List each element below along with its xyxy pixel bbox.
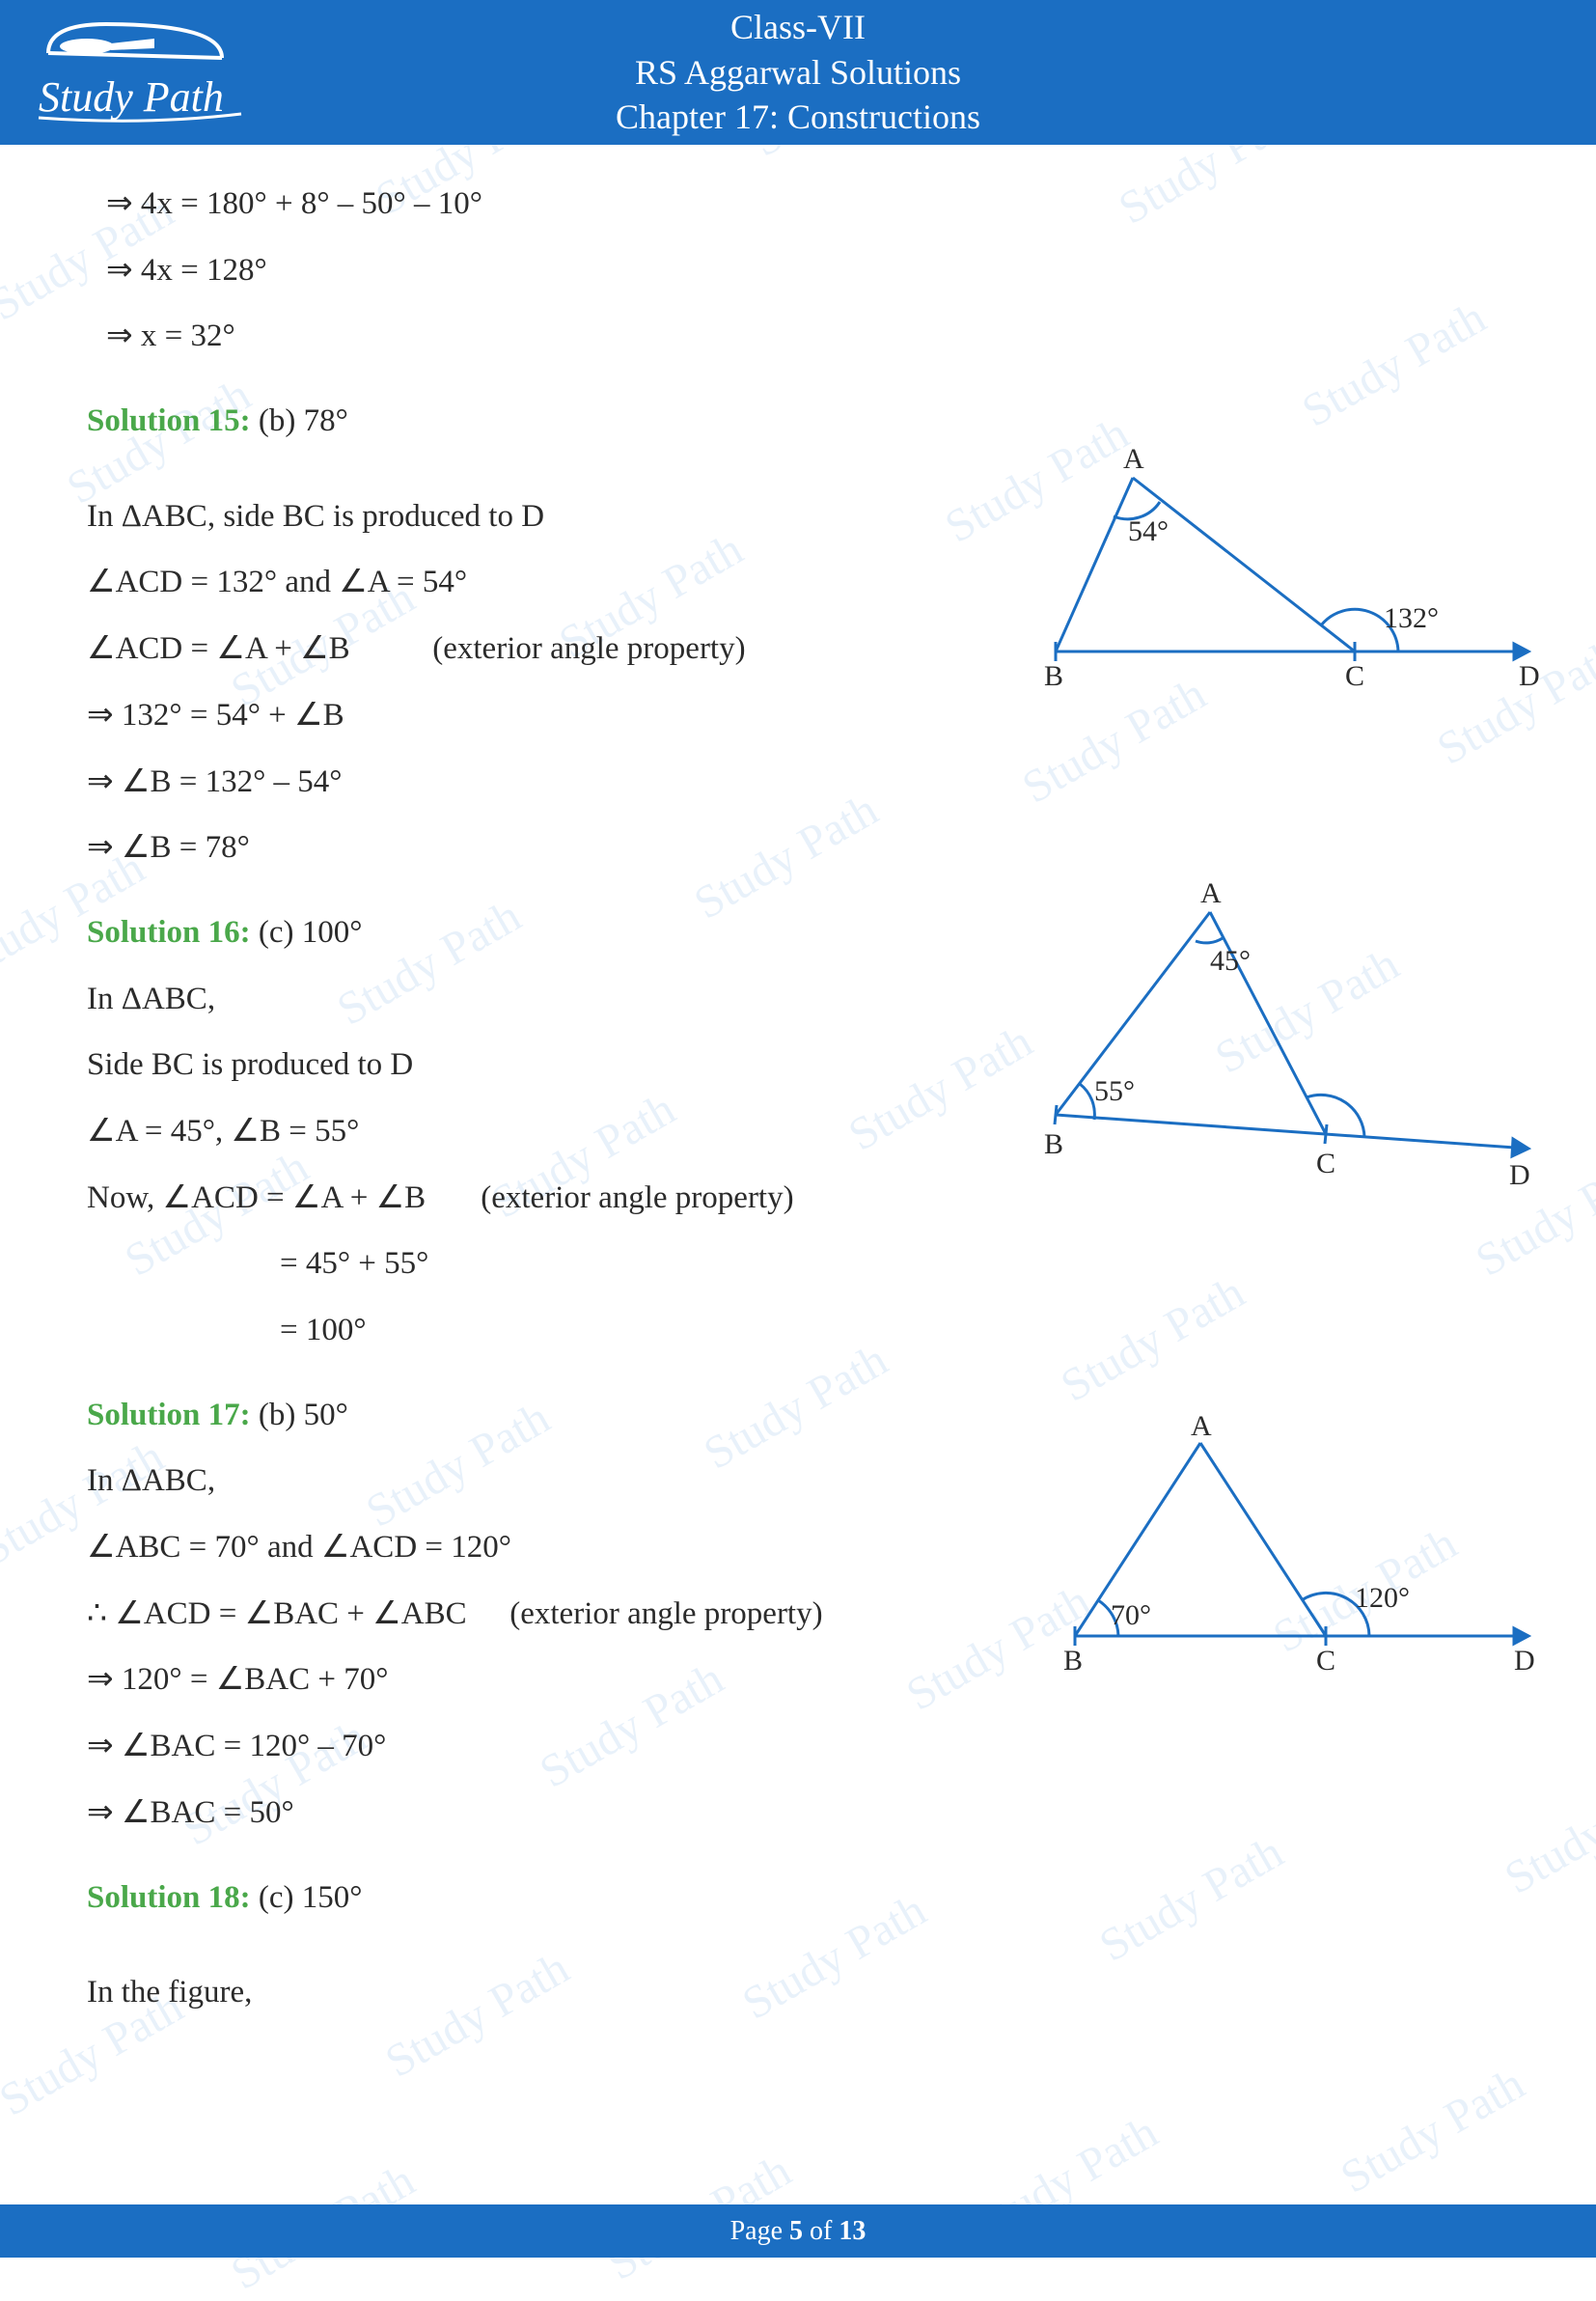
svg-text:D: D xyxy=(1519,660,1540,692)
solution-step: = 45° + 55° xyxy=(87,1234,1509,1294)
solution-answer: (b) 78° xyxy=(251,403,348,438)
svg-text:D: D xyxy=(1514,1645,1535,1677)
svg-text:C: C xyxy=(1316,1148,1335,1179)
solution-answer: (c) 100° xyxy=(251,915,363,950)
footer-mid: of xyxy=(803,2216,839,2246)
svg-text:120°: 120° xyxy=(1355,1582,1410,1614)
solution-17: Solution 17: (b) 50° In ΔABC, ∠ABC = 70°… xyxy=(87,1385,1509,1844)
svg-text:A: A xyxy=(1191,1414,1212,1442)
triangle-diagram-16: A B C D 45° 55° xyxy=(1017,883,1557,1213)
svg-text:C: C xyxy=(1345,660,1364,692)
solution-answer: (b) 50° xyxy=(251,1398,348,1432)
svg-text:A: A xyxy=(1200,883,1222,909)
solution-18: Solution 18: (c) 150° In the figure, xyxy=(87,1868,1509,2023)
solution-answer: (c) 150° xyxy=(251,1880,363,1915)
logo-text: Study Path xyxy=(39,73,224,121)
svg-text:54°: 54° xyxy=(1128,515,1169,547)
svg-text:A: A xyxy=(1123,449,1144,475)
solution-step: ⇒ ∠BAC = 120° – 70° xyxy=(87,1716,1509,1777)
watermark: Study Path xyxy=(1332,2057,1533,2204)
solution-label: Solution 15: xyxy=(87,403,251,438)
footer-page: 5 xyxy=(789,2216,803,2246)
svg-text:70°: 70° xyxy=(1111,1599,1151,1631)
svg-text:132°: 132° xyxy=(1384,602,1439,634)
svg-text:C: C xyxy=(1316,1645,1335,1677)
footer-prefix: Page xyxy=(730,2216,789,2246)
logo: Study Path xyxy=(29,10,280,140)
triangle-diagram-17: A B C D 70° 120° xyxy=(1017,1414,1557,1705)
triangle-diagram-15: A B C D 54° 132° xyxy=(1017,449,1557,721)
svg-text:B: B xyxy=(1044,660,1063,692)
solution-step: ⇒ ∠BAC = 50° xyxy=(87,1783,1509,1844)
svg-text:B: B xyxy=(1044,1128,1063,1160)
solution-step: ⇒ ∠B = 78° xyxy=(87,818,1509,878)
svg-text:45°: 45° xyxy=(1210,945,1251,977)
intro-line: ⇒ x = 32° xyxy=(87,306,1509,367)
intro-line: ⇒ 4x = 128° xyxy=(87,240,1509,301)
solution-label: Solution 17: xyxy=(87,1398,251,1432)
page-footer: Page 5 of 13 xyxy=(0,2204,1596,2258)
solution-16: Solution 16: (c) 100° In ΔABC, Side BC i… xyxy=(87,902,1509,1361)
svg-text:55°: 55° xyxy=(1094,1075,1135,1107)
solution-step: = 100° xyxy=(87,1300,1509,1361)
solution-step: ⇒ ∠B = 132° – 54° xyxy=(87,752,1509,813)
svg-text:D: D xyxy=(1509,1159,1530,1191)
solution-15: Solution 15: (b) 78° In ΔABC, side BC is… xyxy=(87,391,1509,878)
intro-line: ⇒ 4x = 180° + 8° – 50° – 10° xyxy=(87,174,1509,235)
svg-text:B: B xyxy=(1063,1645,1083,1677)
footer-total: 13 xyxy=(839,2216,866,2246)
page-content: ⇒ 4x = 180° + 8° – 50° – 10° ⇒ 4x = 128°… xyxy=(0,145,1596,2023)
page-header: Study Path Class-VII RS Aggarwal Solutio… xyxy=(0,0,1596,145)
solution-step: In the figure, xyxy=(87,1962,1509,2023)
solution-label: Solution 16: xyxy=(87,915,251,950)
solution-label: Solution 18: xyxy=(87,1880,251,1915)
